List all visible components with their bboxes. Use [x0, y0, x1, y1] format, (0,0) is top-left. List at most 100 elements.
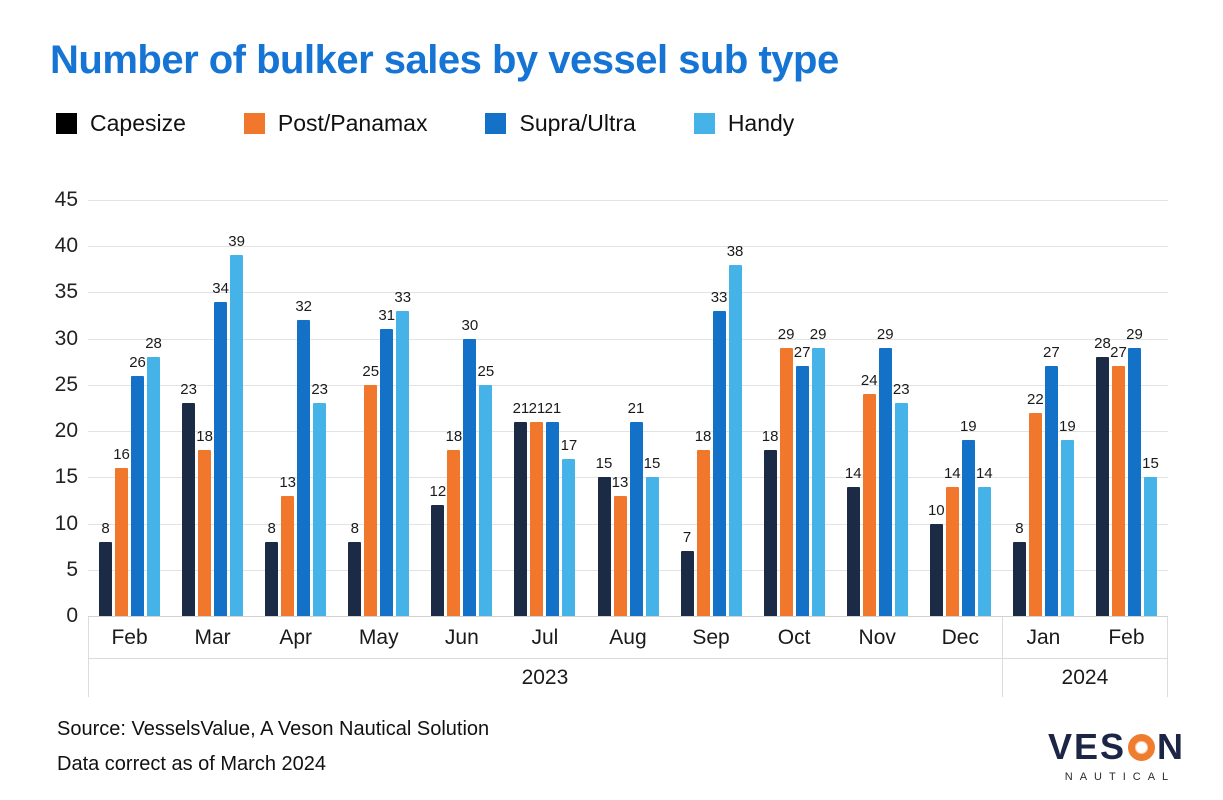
bar-supra-ultra-aug-6 [629, 421, 643, 616]
legend-label: Capesize [90, 110, 186, 136]
bar-capesize-jan-11 [1012, 542, 1026, 616]
logo-text-n: N [1157, 726, 1185, 767]
bar-value-label: 26 [129, 353, 146, 371]
legend-label: Supra/Ultra [519, 110, 636, 136]
x-axis-month-label: Nov [858, 625, 896, 649]
legend-swatch-icon [485, 113, 507, 134]
bar-post-panamax-sep-7 [696, 449, 710, 616]
x-axis-month-label: May [358, 625, 399, 649]
legend-item-capesize: Capesize [56, 110, 186, 137]
bar-value-label: 25 [362, 362, 380, 380]
y-axis-tick-label: 30 [54, 326, 78, 350]
bar-supra-ultra-apr-2 [297, 320, 311, 616]
bar-value-label: 14 [943, 464, 961, 482]
legend-label: Post/Panamax [277, 110, 428, 136]
bar-capesize-mar-1 [182, 403, 196, 616]
x-axis-baseline [88, 616, 1168, 617]
bar-supra-ultra-sep-7 [712, 310, 726, 616]
bar-value-label: 33 [710, 288, 728, 306]
bar-value-label: 32 [295, 298, 313, 316]
chart-title: Number of bulker sales by vessel sub typ… [50, 38, 839, 82]
legend-swatch-icon [243, 113, 265, 134]
bar-value-label: 21 [512, 399, 530, 417]
bar-handy-feb-0 [147, 357, 161, 616]
bar-value-label: 29 [876, 325, 894, 343]
bar-value-label: 22 [1027, 390, 1044, 408]
bar-value-label: 14 [975, 464, 993, 482]
logo-text-ves: VES [1047, 726, 1126, 767]
x-axis-month-label: Sep [692, 625, 730, 649]
bar-post-panamax-feb-0 [115, 468, 129, 616]
x-axis-month-label: Dec [941, 625, 979, 649]
x-axis-month-label: Feb [111, 625, 148, 649]
bar-supra-ultra-feb-0 [131, 375, 145, 616]
bar-capesize-sep-7 [680, 551, 694, 616]
bar-post-panamax-aug-6 [613, 495, 627, 616]
bar-value-label: 18 [196, 427, 213, 445]
bar-value-label: 8 [350, 520, 359, 538]
bar-value-label: 17 [560, 436, 578, 454]
y-axis-tick-label: 20 [54, 419, 78, 443]
bar-capesize-apr-2 [265, 542, 279, 616]
axis-divider-line [88, 658, 1168, 659]
source-text: Source: VesselsValue, A Veson Nautical S… [57, 718, 490, 740]
y-axis-tick-label: 10 [54, 511, 78, 535]
bar-value-label: 29 [809, 325, 827, 343]
bar-value-label: 14 [844, 464, 862, 482]
bar-value-label: 24 [860, 372, 878, 390]
bar-value-label: 21 [544, 399, 562, 417]
x-axis-year-label-2023: 2023 [521, 665, 569, 689]
bar-post-panamax-nov-9 [862, 394, 876, 616]
logo-subtext: NAUTICAL [1064, 771, 1176, 783]
bar-post-panamax-jan-11 [1028, 412, 1042, 616]
legend: Capesize Post/Panamax Supra/Ultra Handy [56, 110, 794, 137]
bar-supra-ultra-feb-12 [1127, 347, 1141, 616]
bar-value-label: 18 [761, 427, 779, 445]
bar-value-label: 18 [694, 427, 712, 445]
x-axis-month-label: Mar [194, 625, 231, 649]
legend-swatch-icon [56, 113, 77, 134]
bar-value-label: 18 [445, 427, 463, 445]
x-axis-month-label: Feb [1108, 625, 1145, 649]
bar-value-label: 38 [726, 242, 744, 260]
y-axis-tick-label: 40 [54, 234, 78, 258]
bar-value-label: 31 [378, 307, 396, 325]
bar-value-label: 13 [279, 473, 297, 491]
bar-value-label: 28 [1094, 335, 1111, 353]
x-axis-month-label: Apr [279, 625, 313, 649]
bar-value-label: 23 [180, 381, 197, 399]
bar-supra-ultra-dec-10 [961, 440, 975, 616]
bar-post-panamax-may-3 [364, 384, 378, 616]
plot-area: 8 16 26 28 23 18 34 39 8 13 32 23 8 25 31 33 12 18 30 25 21 2… [88, 200, 1168, 617]
x-axis-month-label: Aug [609, 625, 647, 649]
gridline [88, 338, 1168, 340]
bar-handy-dec-10 [977, 486, 991, 616]
bar-post-panamax-dec-10 [945, 486, 959, 616]
gridline [88, 292, 1168, 294]
bar-capesize-jun-4 [431, 505, 445, 616]
axis-group-divider [88, 617, 89, 697]
bar-value-label: 16 [113, 446, 130, 464]
bar-supra-ultra-oct-8 [795, 366, 809, 616]
x-axis-month-label: Jan [1026, 625, 1061, 649]
bar-value-label: 27 [1043, 344, 1060, 362]
bar-capesize-feb-0 [99, 542, 113, 616]
bar-value-label: 23 [892, 381, 910, 399]
bar-value-label: 13 [611, 473, 629, 491]
bar-capesize-dec-10 [929, 523, 943, 616]
bar-value-label: 8 [101, 520, 110, 538]
bar-value-label: 28 [145, 335, 162, 353]
bar-value-label: 12 [429, 483, 447, 501]
legend-item-supra-ultra: Supra/Ultra [485, 110, 636, 137]
legend-item-handy: Handy [693, 110, 794, 137]
data-date-text: Data correct as of March 2024 [57, 753, 327, 775]
legend-item-post-panamax: Post/Panamax [243, 110, 428, 137]
bar-value-label: 39 [228, 233, 245, 251]
bar-post-panamax-feb-12 [1111, 366, 1125, 616]
bar-capesize-jul-5 [514, 421, 528, 616]
bar-post-panamax-oct-8 [779, 347, 793, 616]
x-axis-month-label: Jul [531, 625, 559, 649]
bar-value-label: 33 [394, 288, 412, 306]
bar-post-panamax-mar-1 [198, 449, 212, 616]
